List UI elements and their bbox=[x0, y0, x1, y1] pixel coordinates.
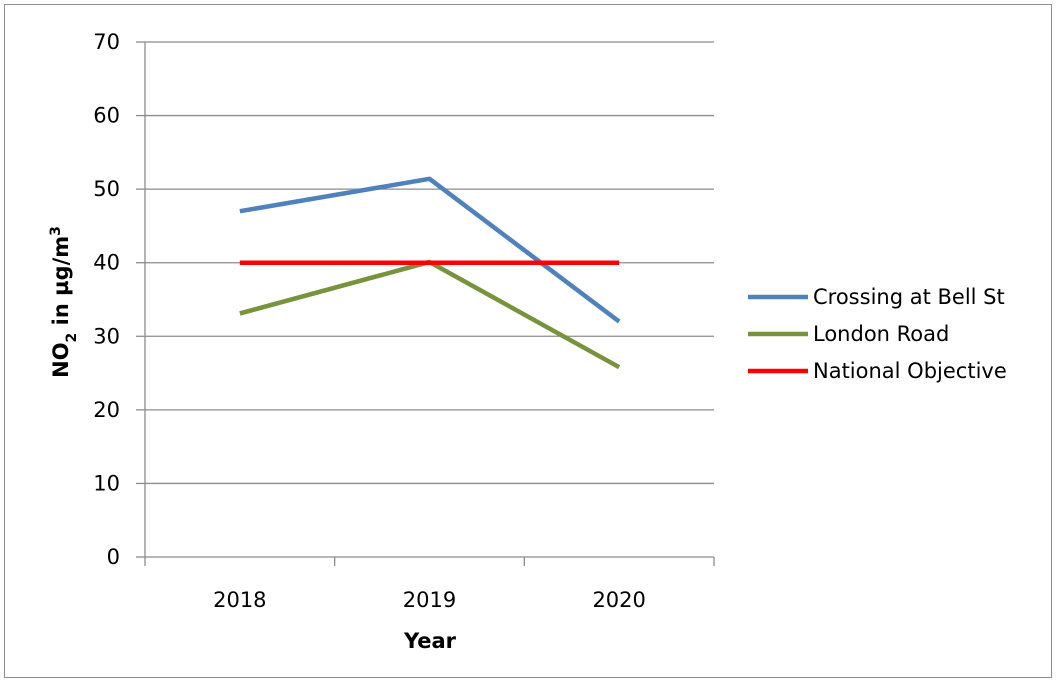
y-tick-labels: 0 10 20 30 40 50 60 70 bbox=[93, 30, 120, 569]
y-tick-label: 10 bbox=[93, 471, 120, 495]
y-axis-title-subscript: 2 bbox=[64, 333, 80, 343]
y-tick-label: 0 bbox=[107, 545, 120, 569]
gridlines bbox=[136, 41, 714, 558]
x-tick-labels: 2018 2019 2020 bbox=[144, 557, 715, 612]
chart-frame bbox=[4, 4, 1052, 678]
x-tick-label: 2019 bbox=[403, 588, 456, 612]
y-axis-title: NO2 in µg/m3 bbox=[48, 226, 80, 378]
x-axis-title: Year bbox=[403, 629, 457, 653]
legend-label: Crossing at Bell St bbox=[813, 285, 1005, 309]
y-tick-label: 40 bbox=[93, 251, 120, 275]
axes bbox=[144, 42, 714, 558]
y-axis-title-superscript: 3 bbox=[48, 226, 64, 236]
y-axis-title-middle: in µg/m bbox=[49, 236, 73, 333]
y-tick-label: 50 bbox=[93, 177, 120, 201]
y-tick-label: 60 bbox=[93, 104, 120, 128]
series-lines bbox=[239, 176, 621, 370]
x-tick-label: 2018 bbox=[213, 588, 266, 612]
y-tick-label: 20 bbox=[93, 398, 120, 422]
y-axis-title-prefix: NO bbox=[49, 342, 73, 377]
y-tick-label: 70 bbox=[93, 30, 120, 54]
x-tick-label: 2020 bbox=[592, 588, 645, 612]
y-tick-label: 30 bbox=[93, 324, 120, 348]
legend: Crossing at Bell St London Road National O… bbox=[748, 285, 1007, 383]
legend-label: National Objective bbox=[813, 359, 1007, 383]
series-line-0 bbox=[239, 176, 621, 324]
legend-label: London Road bbox=[813, 322, 949, 346]
